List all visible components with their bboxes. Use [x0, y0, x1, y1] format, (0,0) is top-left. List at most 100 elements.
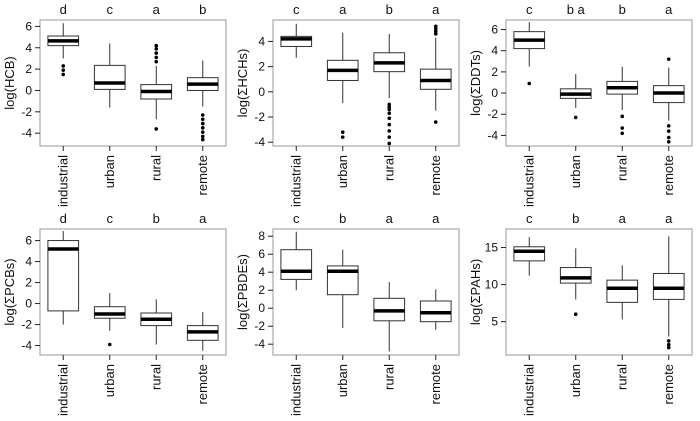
y-tick-label: 5 — [491, 315, 498, 329]
chart-panel-3: -4 -2 0 2 4 6 log(ΣDDTs) industrial c urban b a rur… — [468, 2, 693, 207]
significance-letter: c — [526, 211, 533, 226]
significance-letter: b a — [567, 2, 586, 17]
outlier-point — [154, 51, 159, 55]
outlier-point — [666, 342, 671, 347]
y-tick-label: -2 — [254, 110, 265, 124]
y-tick-label: 0 — [258, 85, 265, 99]
significance-letter: c — [293, 2, 300, 17]
y-tick-label: 0 — [258, 301, 265, 315]
y-tick-label: 4 — [258, 265, 265, 279]
outlier-point — [387, 141, 392, 146]
y-tick-label: 15 — [485, 241, 499, 255]
iqr-box — [559, 267, 592, 284]
y-tick-label: -2 — [21, 318, 32, 332]
outlier-point — [387, 135, 392, 139]
plot-frame — [272, 19, 460, 147]
y-tick-label: 8 — [258, 229, 265, 243]
significance-letter: d — [60, 211, 67, 226]
outlier-point — [387, 129, 392, 133]
y-tick-label: 0 — [491, 86, 498, 100]
outlier-point — [154, 47, 159, 51]
outlier-point — [527, 81, 532, 86]
outlier-point — [387, 116, 392, 121]
significance-letter: c — [107, 211, 114, 226]
y-axis-label: log(ΣDDTs) — [468, 50, 483, 116]
outlier-point — [666, 135, 671, 140]
y-axis-label: log(ΣPBDEs) — [235, 254, 250, 330]
category-label: remote — [661, 155, 676, 195]
chart-panel-4: -4 -2 0 2 4 6 log(ΣPCBs) industrial d urban c rural… — [2, 211, 227, 416]
significance-letter: a — [432, 211, 440, 226]
significance-letter: b — [199, 2, 206, 17]
chart-panel-5: -4 -2 0 2 4 6 8 log(ΣPBDEs) industrial c urban b rur… — [235, 211, 460, 416]
outlier-point — [61, 72, 66, 77]
plot-frame — [272, 228, 460, 356]
y-axis-label: log(ΣPAHs) — [468, 259, 483, 325]
outlier-point — [61, 68, 66, 72]
significance-letter: b — [619, 2, 626, 17]
outlier-point — [433, 120, 438, 124]
outlier-point — [620, 131, 625, 136]
iqr-box — [652, 272, 685, 300]
significance-letter: a — [153, 2, 161, 17]
y-tick-label: -4 — [487, 128, 498, 142]
category-label: rural — [614, 364, 629, 390]
y-tick-label: 4 — [25, 255, 32, 269]
y-axis-label: log(ΣHCHs) — [235, 49, 250, 118]
outlier-point — [107, 342, 112, 347]
category-label: industrial — [55, 364, 70, 416]
significance-letter: a — [619, 211, 627, 226]
category-label: urban — [568, 364, 583, 397]
significance-letter: c — [293, 211, 300, 226]
significance-letter: c — [107, 2, 114, 17]
outlier-point — [340, 130, 345, 134]
y-tick-label: 4 — [491, 44, 498, 58]
significance-letter: a — [432, 2, 440, 17]
outlier-point — [387, 102, 392, 107]
outlier-point — [433, 29, 438, 34]
outlier-point — [573, 115, 578, 120]
y-tick-label: 6 — [258, 247, 265, 261]
category-label: remote — [661, 364, 676, 404]
category-label: rural — [614, 155, 629, 181]
significance-letter: a — [665, 211, 673, 226]
category-label: industrial — [55, 155, 70, 207]
outlier-point — [387, 107, 392, 112]
significance-letter: b — [153, 211, 160, 226]
y-tick-label: 4 — [258, 34, 265, 48]
outlier-point — [200, 117, 205, 122]
iqr-box — [280, 35, 313, 47]
significance-letter: d — [60, 2, 67, 17]
outlier-point — [154, 43, 159, 48]
outlier-point — [666, 339, 671, 343]
y-tick-label: 2 — [25, 276, 32, 290]
iqr-box — [280, 249, 313, 280]
chart-panel-2: -4 -2 0 2 4 log(ΣHCHs) industrial c urban a rural b… — [235, 2, 460, 207]
y-axis-label: log(ΣPCBs) — [2, 258, 17, 325]
outlier-point — [666, 124, 671, 128]
outlier-point — [433, 32, 438, 36]
significance-letter: a — [386, 211, 394, 226]
y-tick-label: -4 — [254, 135, 265, 149]
outlier-point — [387, 111, 392, 116]
plot-frame — [505, 228, 693, 356]
category-label: remote — [195, 364, 210, 404]
iqr-box — [513, 246, 546, 262]
outlier-point — [200, 137, 205, 142]
category-label: remote — [195, 155, 210, 195]
plot-frame — [505, 19, 693, 147]
y-tick-label: -4 — [254, 337, 265, 351]
outlier-point — [200, 130, 205, 134]
outlier-point — [61, 64, 66, 68]
significance-letter: c — [526, 2, 533, 17]
significance-letter: a — [199, 211, 207, 226]
y-tick-label: 0 — [25, 83, 32, 97]
significance-letter: a — [339, 2, 347, 17]
outlier-point — [433, 24, 438, 29]
category-label: urban — [102, 364, 117, 397]
outlier-point — [666, 139, 671, 144]
y-tick-label: 4 — [25, 41, 32, 55]
outlier-point — [573, 312, 578, 317]
chart-panel-1: -4 -2 0 2 4 6 log(HCB) industrial d urban c rural a r… — [2, 2, 227, 207]
